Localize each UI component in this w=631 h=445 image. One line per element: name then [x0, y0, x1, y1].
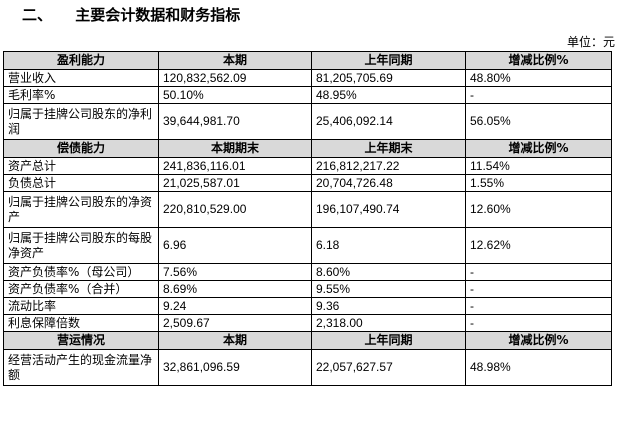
row-label: 负债总计: [3, 174, 159, 192]
prior-value: 22,057,627.57: [311, 349, 466, 386]
header-category: 偿债能力: [3, 139, 159, 158]
row-label: 归属于挂牌公司股东的每股净资产: [3, 227, 159, 264]
current-value: 220,810,529.00: [158, 191, 312, 228]
row-label: 营业收入: [3, 69, 159, 87]
row-label: 毛利率%: [3, 86, 159, 104]
current-value: 39,644,981.70: [158, 103, 312, 140]
current-value: 8.69%: [158, 280, 312, 298]
header-current: 本期期末: [158, 139, 312, 158]
solvency-header-row: 偿债能力 本期期末 上年期末 增减比例%: [3, 139, 612, 158]
table-row: 流动比率 9.24 9.36 -: [3, 297, 612, 315]
change-value: -: [465, 280, 612, 298]
current-value: 21,025,587.01: [158, 174, 312, 192]
prior-value: 9.55%: [311, 280, 466, 298]
current-value: 9.24: [158, 297, 312, 315]
change-value: -: [465, 297, 612, 315]
prior-value: 81,205,705.69: [311, 69, 466, 87]
row-label: 资产总计: [3, 157, 159, 175]
section-heading: 二、 主要会计数据和财务指标: [22, 4, 240, 25]
header-current: 本期: [158, 331, 312, 350]
current-value: 50.10%: [158, 86, 312, 104]
prior-value: 216,812,217.22: [311, 157, 466, 175]
header-category: 盈利能力: [3, 51, 159, 70]
operations-header-row: 营运情况 本期 上年同期 增减比例%: [3, 331, 612, 350]
change-value: 12.62%: [465, 227, 612, 264]
row-label: 归属于挂牌公司股东的净资产: [3, 191, 159, 228]
financial-indicators-table: 盈利能力 本期 上年同期 增减比例% 营业收入 120,832,562.09 8…: [3, 51, 612, 386]
change-value: -: [465, 263, 612, 281]
change-value: 1.55%: [465, 174, 612, 192]
table-row: 利息保障倍数 2,509.67 2,318.00 -: [3, 314, 612, 332]
change-value: 11.54%: [465, 157, 612, 175]
header-prior: 上年期末: [311, 139, 466, 158]
prior-value: 25,406,092.14: [311, 103, 466, 140]
table-row: 归属于挂牌公司股东的净资产 220,810,529.00 196,107,490…: [3, 191, 612, 228]
current-value: 120,832,562.09: [158, 69, 312, 87]
row-label: 流动比率: [3, 297, 159, 315]
profitability-header-row: 盈利能力 本期 上年同期 增减比例%: [3, 51, 612, 70]
current-value: 241,836,116.01: [158, 157, 312, 175]
table-row: 负债总计 21,025,587.01 20,704,726.48 1.55%: [3, 174, 612, 192]
section-number: 二、: [22, 6, 53, 24]
current-value: 7.56%: [158, 263, 312, 281]
prior-value: 9.36: [311, 297, 466, 315]
current-value: 2,509.67: [158, 314, 312, 332]
table-row: 归属于挂牌公司股东的净利润 39,644,981.70 25,406,092.1…: [3, 103, 612, 140]
row-label: 归属于挂牌公司股东的净利润: [3, 103, 159, 140]
prior-value: 6.18: [311, 227, 466, 264]
header-change: 增减比例%: [465, 139, 612, 158]
prior-value: 20,704,726.48: [311, 174, 466, 192]
change-value: 48.98%: [465, 349, 612, 386]
header-category: 营运情况: [3, 331, 159, 350]
table-row: 经营活动产生的现金流量净额 32,861,096.59 22,057,627.5…: [3, 349, 612, 386]
header-prior: 上年同期: [311, 331, 466, 350]
header-change: 增减比例%: [465, 51, 612, 70]
row-label: 资产负债率%（合并）: [3, 280, 159, 298]
header-prior: 上年同期: [311, 51, 466, 70]
change-value: 56.05%: [465, 103, 612, 140]
current-value: 32,861,096.59: [158, 349, 312, 386]
change-value: 12.60%: [465, 191, 612, 228]
table-row: 资产负债率%（母公司） 7.56% 8.60% -: [3, 263, 612, 281]
table-row: 资产总计 241,836,116.01 216,812,217.22 11.54…: [3, 157, 612, 175]
change-value: -: [465, 314, 612, 332]
row-label: 经营活动产生的现金流量净额: [3, 349, 159, 386]
table-row: 毛利率% 50.10% 48.95% -: [3, 86, 612, 104]
prior-value: 2,318.00: [311, 314, 466, 332]
header-current: 本期: [158, 51, 312, 70]
prior-value: 48.95%: [311, 86, 466, 104]
current-value: 6.96: [158, 227, 312, 264]
change-value: 48.80%: [465, 69, 612, 87]
header-change: 增减比例%: [465, 331, 612, 350]
prior-value: 196,107,490.74: [311, 191, 466, 228]
row-label: 利息保障倍数: [3, 314, 159, 332]
table-row: 资产负债率%（合并） 8.69% 9.55% -: [3, 280, 612, 298]
unit-label: 单位：元: [566, 35, 615, 49]
table-row: 营业收入 120,832,562.09 81,205,705.69 48.80%: [3, 69, 612, 87]
change-value: -: [465, 86, 612, 104]
row-label: 资产负债率%（母公司）: [3, 263, 159, 281]
section-title: 主要会计数据和财务指标: [75, 6, 241, 24]
table-row: 归属于挂牌公司股东的每股净资产 6.96 6.18 12.62%: [3, 227, 612, 264]
prior-value: 8.60%: [311, 263, 466, 281]
